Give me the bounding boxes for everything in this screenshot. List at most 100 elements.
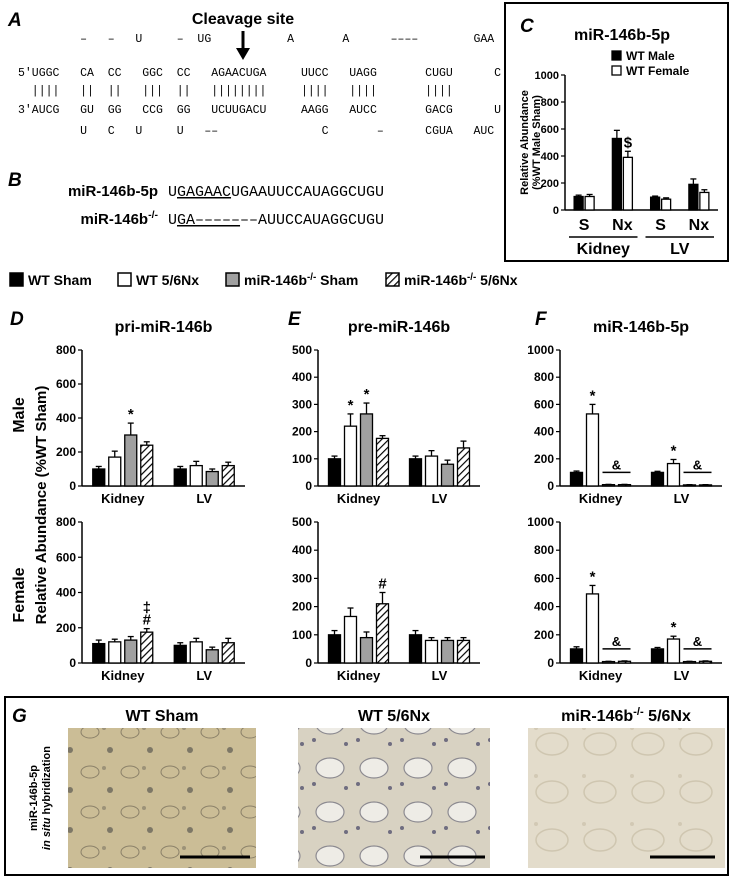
legend-swatch: [9, 272, 24, 287]
panel-c-frame: [504, 2, 729, 262]
panel-letter: G: [12, 706, 27, 727]
bar: [585, 593, 600, 664]
panel-letter: A: [7, 10, 22, 31]
y-tick-label: 800: [534, 543, 554, 557]
text-part: WT 5/6Nx: [358, 708, 430, 725]
bar: [666, 638, 681, 664]
text-part: WT 5/6Nx: [136, 272, 199, 288]
y-tick-label: 600: [534, 397, 554, 411]
y-tick-label: 400: [56, 586, 76, 600]
text-part: miR-146b: [561, 708, 633, 725]
text-part: miR-146b: [404, 272, 467, 288]
bar: [456, 639, 471, 664]
image-title: WT Sham: [126, 708, 199, 725]
significance-mark: *: [671, 619, 677, 636]
text-part: WT Sham: [126, 708, 199, 725]
bar: [424, 455, 439, 487]
panel-letter: E: [288, 309, 302, 330]
bar: [698, 660, 713, 664]
text-part: in situ: [41, 817, 53, 850]
bar: [569, 648, 584, 664]
significance-mark: *: [671, 442, 677, 459]
text-part: U: [168, 212, 177, 229]
bar: [140, 444, 154, 487]
side-label: miR-146b-5p: [28, 765, 40, 831]
text-part: GA–––––: [177, 212, 240, 229]
y-tick-label: 400: [292, 370, 312, 384]
text-part: U: [168, 184, 177, 201]
y-tick-label: 0: [547, 479, 554, 493]
bar: [375, 437, 390, 487]
bar: [140, 631, 154, 664]
bar: [92, 642, 106, 664]
y-tick-label: 600: [541, 124, 559, 136]
y-tick-label: 400: [534, 425, 554, 439]
text-part: -/-: [307, 272, 316, 283]
significance-mark: $: [624, 134, 633, 151]
y-tick-label: 0: [69, 656, 76, 670]
x-tick-label: S: [655, 217, 666, 234]
y-tick-label: 100: [292, 452, 312, 466]
text-part: miR-146b-5p: [28, 765, 40, 831]
micrograph: [528, 728, 725, 868]
image-title: WT 5/6Nx: [358, 708, 430, 725]
y-tick-label: 200: [534, 452, 554, 466]
annotation: Cleavage site: [192, 11, 294, 28]
y-tick-label: 500: [292, 515, 312, 529]
bar: [327, 634, 342, 664]
x-tick-label: LV: [196, 668, 212, 683]
image-title: miR-146b-/- 5/6Nx: [561, 706, 691, 725]
y-tick-label: 600: [56, 550, 76, 564]
bar: [584, 195, 595, 211]
y-tick-label: 200: [534, 628, 554, 642]
bar: [666, 462, 681, 487]
significance-mark: &: [612, 457, 621, 472]
legend-swatch: [225, 272, 240, 287]
bar: [660, 198, 672, 211]
legend-label: WT Sham: [28, 272, 92, 288]
row-label: Male: [11, 397, 28, 433]
bar: [189, 464, 203, 487]
significance-mark: &: [693, 634, 702, 649]
y-tick-label: 400: [56, 411, 76, 425]
x-tick-label: Kidney: [579, 668, 623, 683]
legend-label: miR-146b-/- Sham: [244, 272, 358, 289]
y-tick-label: 500: [292, 343, 312, 357]
y-tick-label: 400: [292, 543, 312, 557]
legend-label: WT Female: [626, 64, 690, 78]
x-tick-label: Kidney: [101, 668, 145, 683]
y-tick-label: 600: [56, 377, 76, 391]
text-part: WT Sham: [28, 272, 92, 288]
bar: [108, 456, 122, 487]
significance-mark: #: [143, 612, 152, 629]
x-tick-label: Kidney: [337, 491, 381, 506]
legend-label: WT 5/6Nx: [136, 272, 199, 288]
bar: [617, 660, 632, 664]
bar: [440, 639, 455, 664]
text-part: 5/6Nx: [476, 272, 517, 288]
chart-title: miR-146b-5p: [593, 319, 689, 336]
y-tick-label: 300: [292, 397, 312, 411]
x-tick-label: LV: [432, 491, 448, 506]
rna-row: 3'AUCG GU GG CCG GG UCUUGACU AAGG AUCC G…: [18, 104, 501, 117]
panel-letter: D: [10, 309, 24, 330]
x-tick-label: S: [579, 217, 590, 234]
significance-mark: *: [590, 568, 596, 585]
bar: [573, 195, 584, 211]
y-tick-label: 400: [534, 600, 554, 614]
micrograph: [298, 728, 490, 868]
text-part: ––AUUCCAUAGGCUGU: [240, 212, 384, 229]
y-tick-label: 200: [292, 425, 312, 439]
text-part: miR-146b: [244, 272, 307, 288]
text-part: Sham: [316, 272, 358, 288]
bar: [173, 468, 187, 487]
significance-mark: *: [590, 387, 596, 404]
bar: [173, 644, 187, 664]
bar: [124, 639, 138, 664]
bar: [205, 470, 219, 487]
bar: [221, 464, 235, 487]
x-tick-label: Kidney: [337, 668, 381, 683]
y-tick-label: 800: [534, 370, 554, 384]
panel-letter: B: [8, 170, 22, 191]
